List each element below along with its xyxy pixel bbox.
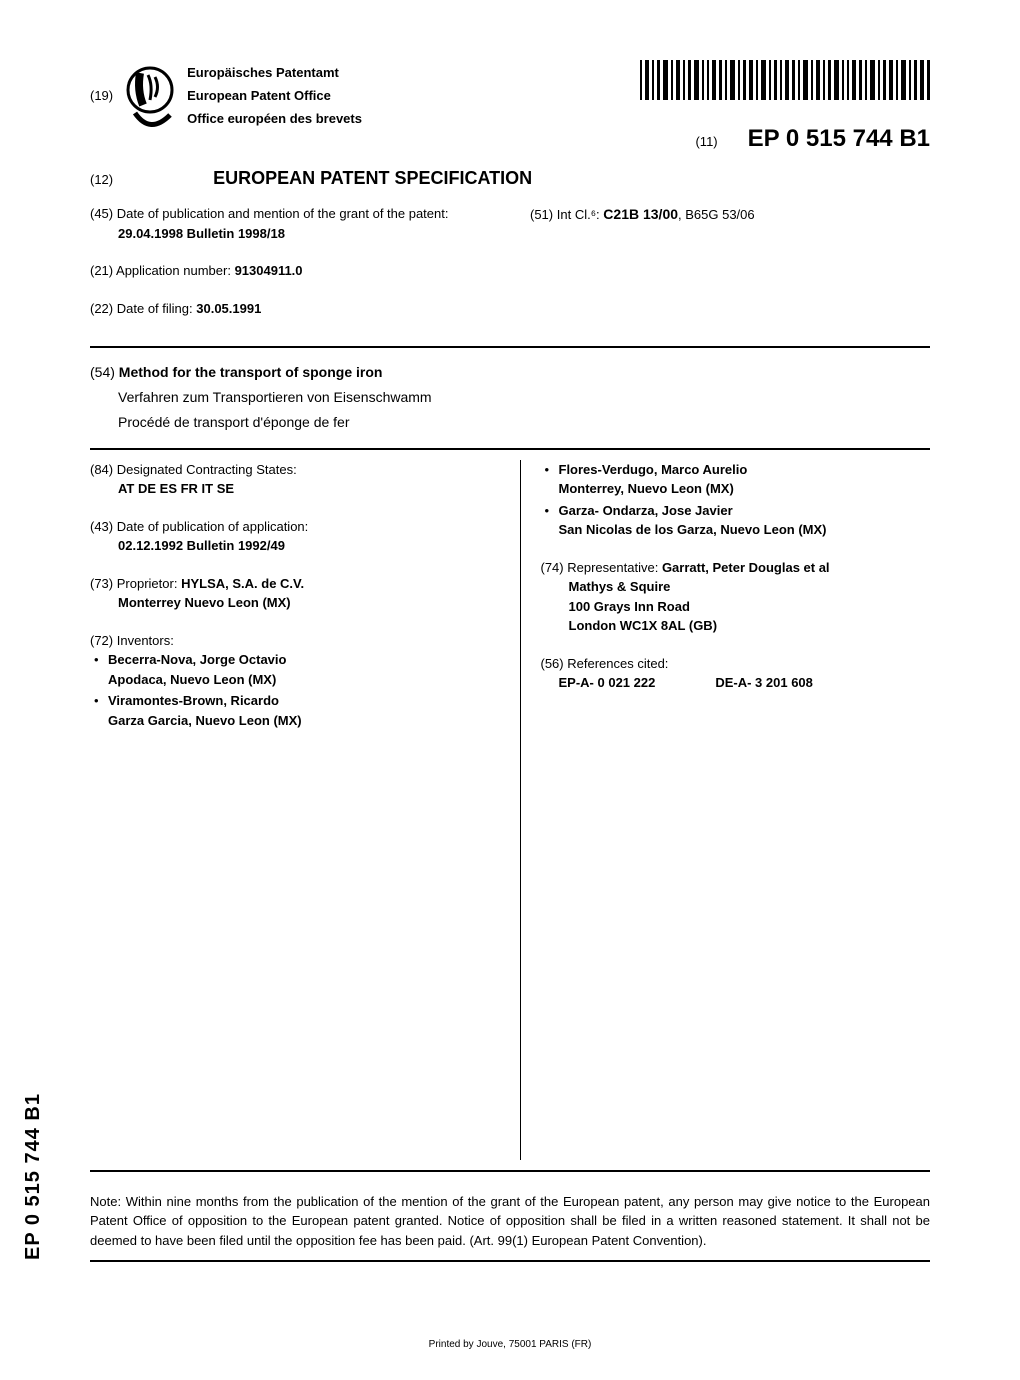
value-74-name: Garratt, Peter Douglas et al bbox=[662, 560, 830, 575]
patent-number-row: (11) EP 0 515 744 B1 bbox=[640, 125, 930, 153]
label-73: Proprietor: bbox=[117, 576, 178, 591]
barcode bbox=[640, 60, 930, 105]
ref-1: EP-A- 0 021 222 bbox=[559, 673, 656, 693]
label-51: Int Cl.⁶: bbox=[557, 207, 600, 222]
field-45: (45) Date of publication and mention of … bbox=[90, 204, 490, 243]
section-2-right: Flores-Verdugo, Marco Aurelio Monterrey,… bbox=[520, 460, 931, 1160]
divider-4 bbox=[90, 1260, 930, 1262]
inventors-list-cont: Flores-Verdugo, Marco Aurelio Monterrey,… bbox=[541, 460, 931, 540]
inventor-addr: San Nicolas de los Garza, Nuevo Leon (MX… bbox=[559, 522, 827, 537]
note-text: Note: Within nine months from the public… bbox=[90, 1192, 930, 1251]
header-row: (19) Europäisches Patentamt European Pat… bbox=[90, 60, 930, 153]
inventor-addr: Garza Garcia, Nuevo Leon (MX) bbox=[108, 713, 302, 728]
title-de: Verfahren zum Transportieren von Eisensc… bbox=[90, 385, 930, 410]
section-1-right: (51) Int Cl.⁶: C21B 13/00, B65G 53/06 bbox=[530, 204, 930, 336]
code-73: (73) bbox=[90, 576, 113, 591]
value-73-name: HYLSA, S.A. de C.V. bbox=[181, 576, 304, 591]
value-51-main: C21B 13/00 bbox=[603, 206, 678, 222]
value-74-addr2: London WC1X 8AL (GB) bbox=[541, 618, 718, 633]
code-56: (56) bbox=[541, 656, 564, 671]
field-73: (73) Proprietor: HYLSA, S.A. de C.V. Mon… bbox=[90, 574, 480, 613]
inventor-item: Viramontes-Brown, Ricardo Garza Garcia, … bbox=[108, 691, 480, 730]
title-row-en: (54) Method for the transport of sponge … bbox=[90, 360, 930, 385]
divider-3 bbox=[90, 1170, 930, 1172]
code-12: (12) bbox=[90, 172, 113, 187]
spec-title: EUROPEAN PATENT SPECIFICATION bbox=[213, 168, 532, 189]
ref-2: DE-A- 3 201 608 bbox=[715, 673, 813, 693]
inventor-item: Garza- Ondarza, Jose Javier San Nicolas … bbox=[559, 501, 931, 540]
footer-text: Printed by Jouve, 75001 PARIS (FR) bbox=[0, 1339, 1020, 1350]
inventors-cont: Flores-Verdugo, Marco Aurelio Monterrey,… bbox=[541, 460, 931, 540]
section-2-left: (84) Designated Contracting States: AT D… bbox=[90, 460, 480, 1160]
value-45: 29.04.1998 Bulletin 1998/18 bbox=[90, 226, 285, 241]
header-right: (11) EP 0 515 744 B1 bbox=[640, 60, 930, 153]
value-43: 02.12.1992 Bulletin 1992/49 bbox=[90, 538, 285, 553]
value-51-sub: , B65G 53/06 bbox=[678, 207, 755, 222]
label-72: Inventors: bbox=[117, 633, 174, 648]
title-fr: Procédé de transport d'éponge de fer bbox=[90, 410, 930, 435]
office-name-fr: Office européen des brevets bbox=[187, 111, 362, 126]
section-2: (84) Designated Contracting States: AT D… bbox=[90, 460, 930, 1160]
label-56: References cited: bbox=[567, 656, 668, 671]
inventor-item: Becerra-Nova, Jorge Octavio Apodaca, Nue… bbox=[108, 650, 480, 689]
value-21: 91304911.0 bbox=[235, 263, 303, 278]
spec-title-row: (12) EUROPEAN PATENT SPECIFICATION bbox=[90, 168, 930, 189]
code-54: (54) bbox=[90, 364, 115, 380]
patent-number: EP 0 515 744 B1 bbox=[748, 125, 930, 153]
code-72: (72) bbox=[90, 633, 113, 648]
value-84: AT DE ES FR IT SE bbox=[90, 481, 234, 496]
title-section: (54) Method for the transport of sponge … bbox=[90, 360, 930, 436]
label-84: Designated Contracting States: bbox=[117, 462, 297, 477]
value-74-firm: Mathys & Squire bbox=[541, 579, 671, 594]
field-43: (43) Date of publication of application:… bbox=[90, 517, 480, 556]
inventor-name: Garza- Ondarza, Jose Javier bbox=[559, 503, 733, 518]
inventors-list: Becerra-Nova, Jorge Octavio Apodaca, Nue… bbox=[90, 650, 480, 730]
section-1: (45) Date of publication and mention of … bbox=[90, 204, 930, 336]
code-22: (22) bbox=[90, 301, 113, 316]
field-56: (56) References cited: EP-A- 0 021 222 D… bbox=[541, 654, 931, 693]
field-72: (72) Inventors: Becerra-Nova, Jorge Octa… bbox=[90, 631, 480, 731]
inventor-name: Viramontes-Brown, Ricardo bbox=[108, 693, 279, 708]
divider-2 bbox=[90, 448, 930, 450]
inventor-name: Becerra-Nova, Jorge Octavio bbox=[108, 652, 286, 667]
header-left: (19) Europäisches Patentamt European Pat… bbox=[90, 60, 362, 140]
divider-1 bbox=[90, 346, 930, 348]
office-name-en: European Patent Office bbox=[187, 88, 362, 103]
inventor-addr: Apodaca, Nuevo Leon (MX) bbox=[108, 672, 276, 687]
office-names: Europäisches Patentamt European Patent O… bbox=[187, 65, 362, 126]
field-22: (22) Date of filing: 30.05.1991 bbox=[90, 299, 490, 319]
code-43: (43) bbox=[90, 519, 113, 534]
vertical-patent-number: EP 0 515 744 B1 bbox=[22, 1093, 45, 1260]
office-name-de: Europäisches Patentamt bbox=[187, 65, 362, 80]
label-21: Application number: bbox=[116, 263, 231, 278]
field-21: (21) Application number: 91304911.0 bbox=[90, 261, 490, 281]
code-45: (45) bbox=[90, 206, 113, 221]
code-51: (51) bbox=[530, 207, 553, 222]
code-74: (74) bbox=[541, 560, 564, 575]
label-22: Date of filing: bbox=[117, 301, 193, 316]
inventor-addr: Monterrey, Nuevo Leon (MX) bbox=[559, 481, 734, 496]
epo-logo bbox=[125, 65, 175, 140]
title-en: Method for the transport of sponge iron bbox=[119, 364, 383, 380]
label-74: Representative: bbox=[567, 560, 658, 575]
code-84: (84) bbox=[90, 462, 113, 477]
refs-row: EP-A- 0 021 222 DE-A- 3 201 608 bbox=[541, 673, 931, 693]
inventor-item: Flores-Verdugo, Marco Aurelio Monterrey,… bbox=[559, 460, 931, 499]
inventor-name: Flores-Verdugo, Marco Aurelio bbox=[559, 462, 748, 477]
code-19: (19) bbox=[90, 88, 113, 103]
field-74: (74) Representative: Garratt, Peter Doug… bbox=[541, 558, 931, 636]
value-74-addr1: 100 Grays Inn Road bbox=[541, 599, 690, 614]
label-45: Date of publication and mention of the g… bbox=[117, 206, 449, 221]
field-84: (84) Designated Contracting States: AT D… bbox=[90, 460, 480, 499]
field-51: (51) Int Cl.⁶: C21B 13/00, B65G 53/06 bbox=[530, 204, 930, 225]
code-21: (21) bbox=[90, 263, 113, 278]
code-11: (11) bbox=[695, 134, 717, 149]
value-22: 30.05.1991 bbox=[196, 301, 261, 316]
value-73-addr: Monterrey Nuevo Leon (MX) bbox=[90, 595, 291, 610]
section-1-left: (45) Date of publication and mention of … bbox=[90, 204, 490, 336]
label-43: Date of publication of application: bbox=[117, 519, 309, 534]
